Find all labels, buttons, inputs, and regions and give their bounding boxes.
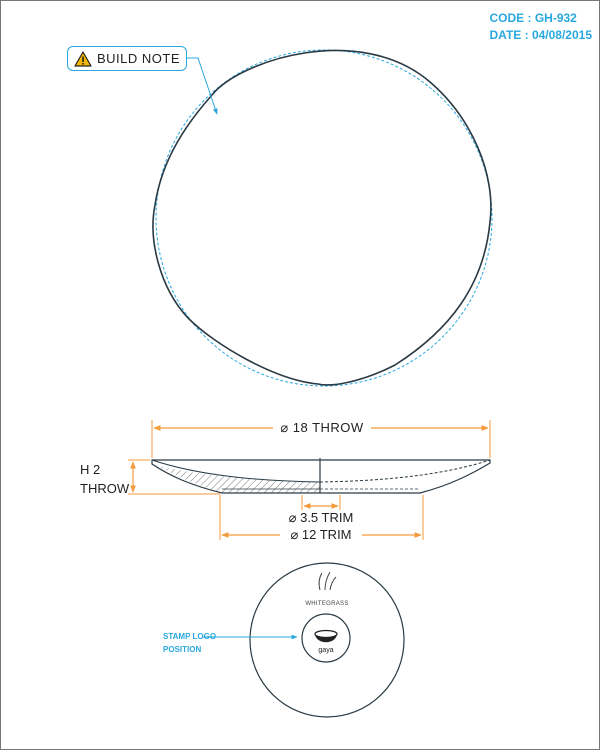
reference-circle bbox=[155, 49, 493, 387]
bowl-bottom-view: WHITEGRASS gaya bbox=[249, 562, 405, 718]
outer-diameter-dimension: ⌀ 18 THROW bbox=[151, 420, 491, 458]
bowl-section-view bbox=[151, 458, 491, 494]
title-block: CODE : GH-932 DATE : 04/08/2015 bbox=[490, 10, 593, 44]
build-note-leader bbox=[187, 57, 218, 115]
small-trim-label: ⌀ 3.5 TRIM bbox=[289, 510, 354, 525]
outer-diameter-label: ⌀ 18 THROW bbox=[280, 420, 364, 435]
stamp-label-line1: STAMP LOGO bbox=[163, 632, 216, 641]
height-dimension: H 2 THROW bbox=[80, 459, 220, 496]
height-label-line2: THROW bbox=[80, 481, 130, 496]
warning-triangle-icon bbox=[74, 50, 92, 67]
stamp-callout: STAMP LOGO POSITION bbox=[163, 632, 298, 654]
whitegrass-logo: WHITEGRASS bbox=[305, 571, 348, 607]
base-trim-dimension: ⌀ 12 TRIM bbox=[219, 495, 424, 542]
build-note-callout[interactable]: BUILD NOTE bbox=[67, 46, 187, 71]
base-trim-label: ⌀ 12 TRIM bbox=[290, 527, 351, 542]
stamp-circle bbox=[301, 613, 351, 663]
height-label-line1: H 2 bbox=[80, 462, 100, 477]
stamp-label-line2: POSITION bbox=[163, 645, 201, 654]
build-note-label: BUILD NOTE bbox=[97, 51, 181, 66]
date-label: DATE : 04/08/2015 bbox=[489, 28, 593, 42]
small-trim-dimension: ⌀ 3.5 TRIM bbox=[289, 495, 354, 525]
gaya-logo: gaya bbox=[314, 629, 338, 654]
gaya-text: gaya bbox=[318, 647, 333, 654]
code-label: CODE : GH-932 bbox=[489, 11, 577, 25]
bowl-top-outline bbox=[152, 49, 492, 386]
brand-text: WHITEGRASS bbox=[305, 601, 348, 607]
